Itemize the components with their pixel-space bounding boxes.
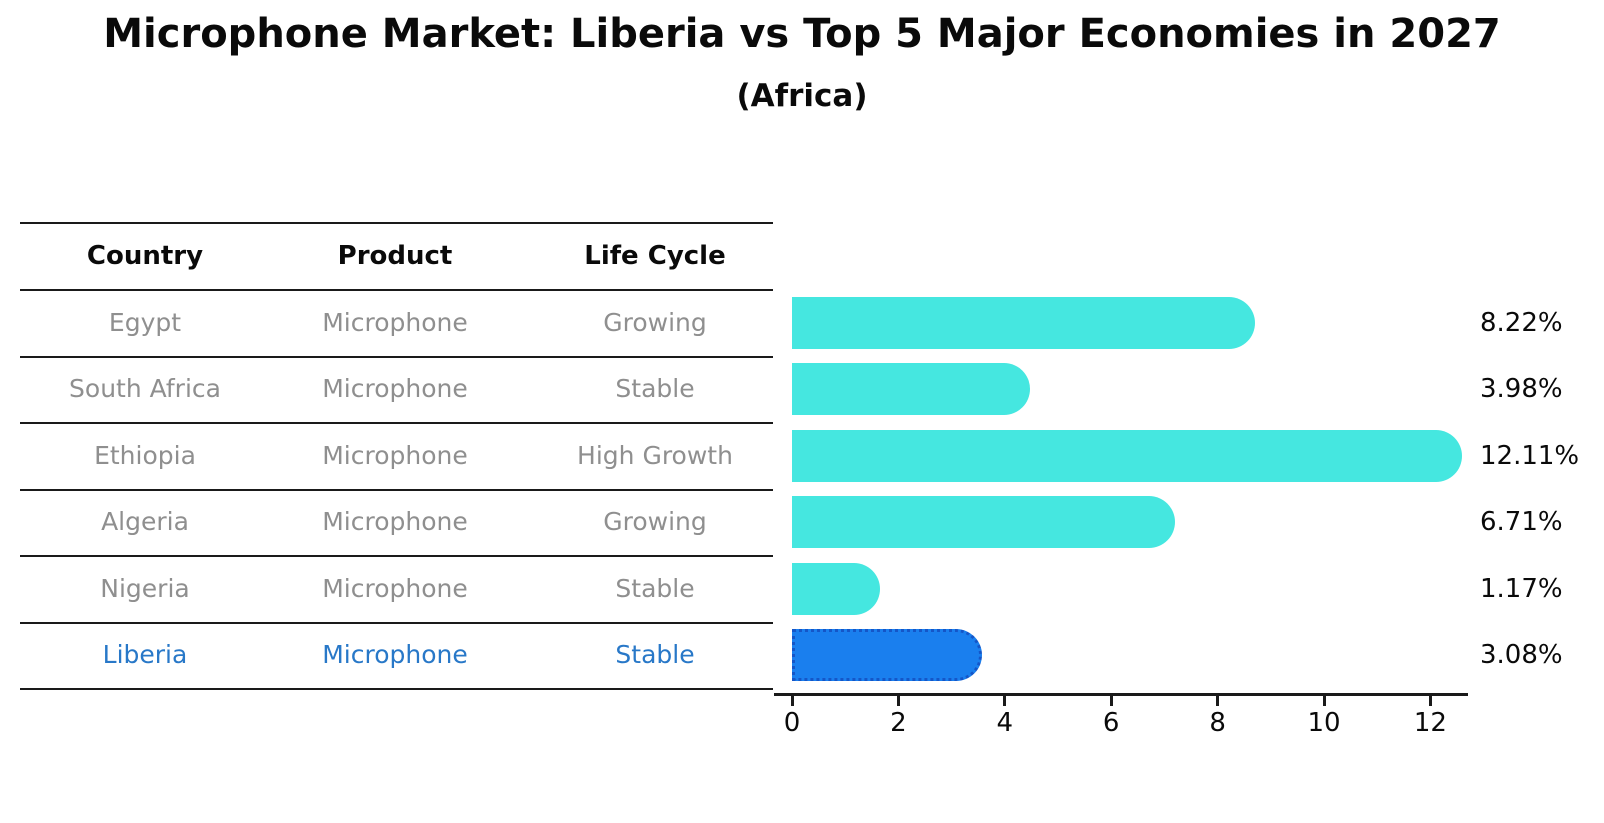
- table-cell-product: Microphone: [322, 440, 468, 470]
- table-cell-product: Microphone: [322, 374, 468, 403]
- table-cell-lifecycle: High Growth: [577, 440, 733, 470]
- value-label: 12.11%: [1480, 440, 1580, 471]
- x-tick-label: 6: [1102, 708, 1120, 738]
- value-label: 1.17%: [1480, 573, 1563, 604]
- bar: [792, 429, 1463, 482]
- column-header-product: Product: [337, 241, 453, 271]
- chart-title: Microphone Market: Liberia vs Top 5 Majo…: [103, 11, 1501, 57]
- value-label: 6.71%: [1480, 507, 1563, 537]
- table-cell-lifecycle: Stable: [615, 573, 695, 603]
- x-tick-mark: [1109, 696, 1113, 706]
- value-label: 3.98%: [1480, 374, 1563, 404]
- table-row-divider: [20, 488, 773, 491]
- table-cell-product: Microphone: [322, 507, 468, 536]
- table-row-divider: [20, 355, 773, 358]
- table-cell-lifecycle: Growing: [603, 507, 707, 536]
- x-tick-label: 2: [890, 708, 907, 738]
- x-tick-mark: [1428, 696, 1432, 706]
- x-tick-mark: [896, 696, 900, 706]
- table-cell-country: Ethiopia: [94, 440, 196, 470]
- column-header-lifecycle: Life Cycle: [584, 241, 726, 271]
- table-row-divider: [20, 621, 773, 624]
- value-label: 8.22%: [1480, 307, 1563, 338]
- x-tick-label: 10: [1307, 708, 1341, 738]
- table-row-divider: [20, 688, 773, 690]
- table-cell-country: Algeria: [101, 507, 189, 536]
- x-tick-mark: [1322, 696, 1326, 706]
- x-axis-line: [774, 693, 1468, 696]
- bar: [792, 363, 1030, 415]
- value-label: 3.08%: [1480, 640, 1563, 670]
- table-cell-country: Nigeria: [100, 573, 190, 603]
- table-cell-product: Microphone: [322, 573, 468, 603]
- table-cell-country: South Africa: [69, 374, 221, 403]
- table-cell-product: Microphone: [322, 640, 468, 669]
- table-cell-product: Microphone: [322, 307, 468, 337]
- x-tick-label: 4: [996, 708, 1014, 738]
- bar: [792, 562, 881, 615]
- bar: [792, 496, 1175, 548]
- bar-highlight: [792, 629, 982, 681]
- table-row-divider: [20, 555, 773, 557]
- table-cell-lifecycle: Growing: [603, 307, 707, 337]
- table-row-divider: [20, 422, 773, 424]
- table-top-border: [20, 222, 773, 224]
- x-tick-label: 0: [783, 708, 801, 738]
- x-tick-mark: [790, 696, 794, 706]
- x-tick-mark: [1003, 696, 1007, 706]
- table-cell-country: Egypt: [108, 307, 182, 337]
- x-tick-label: 8: [1209, 708, 1226, 738]
- table-cell-country: Liberia: [102, 640, 188, 669]
- table-cell-lifecycle: Stable: [615, 374, 695, 403]
- chart-subtitle: (Africa): [736, 78, 868, 114]
- x-tick-label: 12: [1413, 708, 1447, 738]
- column-header-country: Country: [86, 241, 204, 271]
- table-header-divider: [20, 289, 773, 291]
- table-cell-lifecycle: Stable: [615, 640, 695, 669]
- x-tick-mark: [1216, 696, 1220, 706]
- bar: [792, 296, 1256, 349]
